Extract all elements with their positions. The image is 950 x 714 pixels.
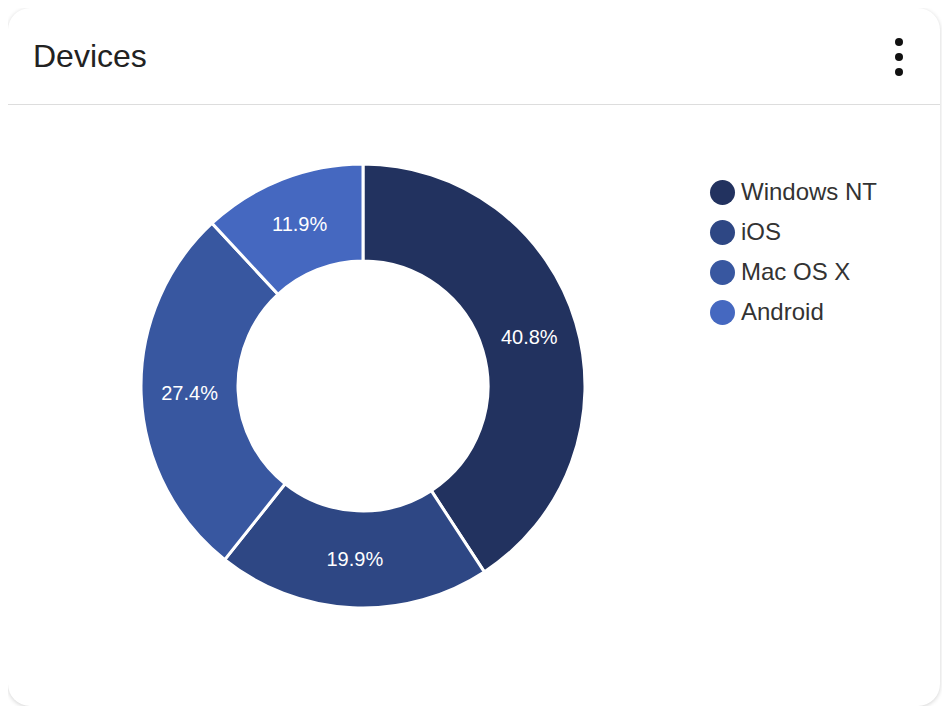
svg-text:27.4%: 27.4% xyxy=(161,382,218,404)
html-text:Android: Android xyxy=(741,298,824,325)
html-text:Mac OS X: Mac OS X xyxy=(741,258,851,285)
html-text:iOS: iOS xyxy=(741,218,781,245)
html-text:Devices: Devices xyxy=(33,38,147,74)
svg-text:19.9%: 19.9% xyxy=(326,548,383,570)
html-text:Windows NT: Windows NT xyxy=(741,178,877,205)
svg-text:11.9%: 11.9% xyxy=(272,213,327,235)
svg-text:40.8%: 40.8% xyxy=(501,326,558,348)
